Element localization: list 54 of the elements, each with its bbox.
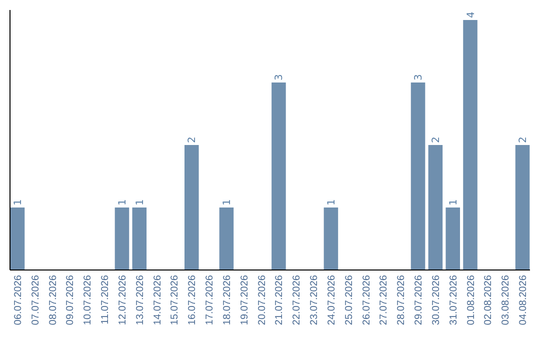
x-tick-label: 09.07.2026 bbox=[65, 274, 76, 326]
bar bbox=[410, 82, 426, 270]
bar bbox=[184, 145, 199, 270]
x-tick-label: 14.07.2026 bbox=[152, 274, 164, 326]
x-tick-label: 31.07.2026 bbox=[448, 274, 460, 326]
x-tick-label: 16.07.2026 bbox=[187, 274, 198, 326]
x-tick-label: 23.07.2026 bbox=[309, 274, 320, 326]
data-label: 1 bbox=[448, 199, 460, 206]
x-tick-label: 10.07.2026 bbox=[82, 274, 94, 326]
bar bbox=[446, 208, 460, 270]
x-tick-label: 30.07.2026 bbox=[430, 274, 442, 326]
x-tick-label: 01.08.2026 bbox=[466, 274, 477, 326]
x-tick-label: 02.08.2026 bbox=[483, 274, 494, 326]
x-tick-label: 06.07.2026 bbox=[12, 274, 24, 326]
x-tick-label: 22.07.2026 bbox=[292, 274, 303, 326]
x-tick-label: 19.07.2026 bbox=[239, 274, 250, 326]
bar bbox=[428, 145, 443, 270]
bar bbox=[114, 208, 130, 270]
data-label: 2 bbox=[430, 136, 442, 143]
data-label: 3 bbox=[414, 74, 425, 80]
x-tick-label: 03.08.2026 bbox=[500, 274, 512, 326]
bar bbox=[10, 208, 25, 270]
x-tick-label: 25.07.2026 bbox=[344, 274, 355, 326]
x-tick-label: 20.07.2026 bbox=[256, 274, 268, 326]
x-tick-label: 28.07.2026 bbox=[396, 274, 408, 326]
data-label: 1 bbox=[134, 199, 146, 206]
x-tick-label: 26.07.2026 bbox=[361, 274, 372, 326]
data-label: 2 bbox=[518, 136, 530, 143]
bar bbox=[463, 20, 478, 270]
data-label: 1 bbox=[326, 199, 338, 206]
x-tick-label: 11.07.2026 bbox=[100, 274, 112, 324]
x-tick-label: 29.07.2026 bbox=[414, 274, 425, 326]
data-label: 4 bbox=[466, 12, 477, 18]
data-label: 2 bbox=[187, 136, 198, 143]
x-tick-label: 07.07.2026 bbox=[30, 274, 42, 326]
data-label: 1 bbox=[117, 199, 128, 206]
x-tick-label: 18.07.2026 bbox=[222, 274, 233, 326]
x-tick-label: 27.07.2026 bbox=[378, 274, 390, 326]
data-label: 3 bbox=[274, 74, 286, 80]
data-label: 1 bbox=[12, 199, 24, 206]
x-tick-label: 15.07.2026 bbox=[170, 274, 181, 326]
x-tick-label: 08.07.2026 bbox=[48, 274, 59, 326]
bar bbox=[515, 145, 530, 270]
data-label: 1 bbox=[222, 199, 233, 206]
bar bbox=[219, 208, 234, 270]
x-tick-label: 24.07.2026 bbox=[326, 274, 338, 326]
x-tick-label: 04.08.2026 bbox=[518, 274, 530, 326]
x-tick-label: 17.07.2026 bbox=[204, 274, 216, 326]
bar bbox=[132, 208, 147, 270]
bar bbox=[324, 208, 338, 270]
bar bbox=[272, 82, 286, 270]
x-tick-label: 13.07.2026 bbox=[134, 274, 146, 326]
x-tick-label: 21.07.2026 bbox=[274, 274, 286, 326]
x-tick-label: 12.07.2026 bbox=[117, 274, 128, 326]
